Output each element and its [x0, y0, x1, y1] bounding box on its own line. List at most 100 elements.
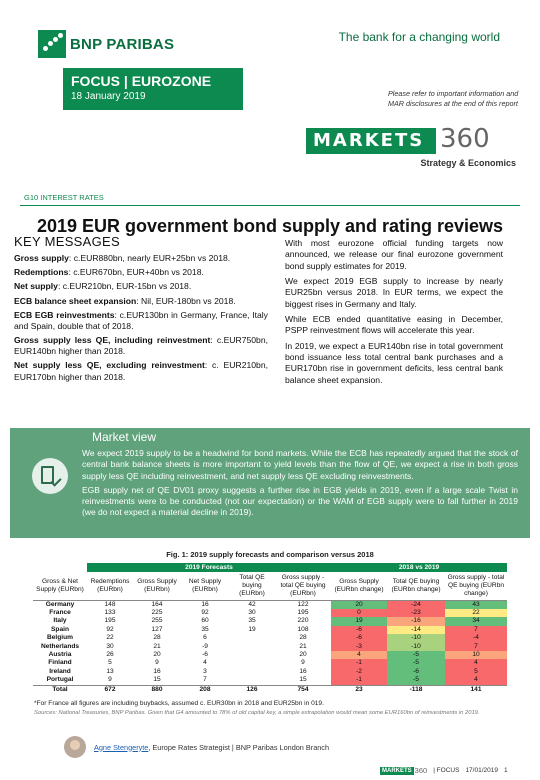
- table-cell: 133: [104, 608, 116, 616]
- table-cell: -9: [202, 642, 208, 650]
- market-view-paragraph: We expect 2019 supply to be a headwind f…: [82, 448, 518, 481]
- table-cell: [229, 668, 275, 676]
- table-cell: -6: [331, 625, 387, 635]
- table-cell: -2: [331, 667, 387, 677]
- table-row: Portugal 9 15 7 15 -1 -5 4: [33, 676, 507, 686]
- table-row: France 133 225 92 30 195 0 -23 22: [33, 608, 507, 618]
- country-cell: Austria: [48, 650, 72, 658]
- market-view-box: Market view We expect 2019 supply to be …: [10, 428, 530, 538]
- table-cell: 164: [151, 600, 163, 608]
- table-cell: -3: [331, 642, 387, 651]
- markets360-logo: MARKETS 360 Strategy & Economics: [306, 124, 522, 172]
- table-cell: 672: [87, 684, 133, 694]
- table-cell: 5: [445, 667, 507, 677]
- column-header: Total QE buying (EURbn): [229, 572, 275, 601]
- table-cell: 20: [331, 600, 387, 609]
- page-header: BNP PARIBAS The bank for a changing worl…: [0, 0, 540, 60]
- table-row: Belgium 22 28 6 28 -6 -10 -4: [33, 634, 507, 643]
- country-cell: Total: [33, 684, 87, 694]
- table-cell: 10: [445, 650, 507, 660]
- table-cell: 35: [248, 617, 256, 625]
- page-title: 2019 EUR government bond supply and rati…: [36, 216, 504, 236]
- footer-section: | FOCUS: [433, 767, 460, 774]
- table-cell: 22: [445, 608, 507, 618]
- avatar: [64, 736, 86, 758]
- table-cell: 7: [445, 625, 507, 635]
- table-cell: 23: [331, 684, 387, 694]
- table-cell: 754: [275, 684, 331, 694]
- table-cell: 19: [248, 625, 256, 633]
- markets-number: 360: [440, 124, 490, 154]
- table-cell: -16: [387, 617, 445, 626]
- table-sources: Sources: National Treasuries, BNP Pariba…: [34, 710, 480, 716]
- group-header-forecasts: 2019 Forecasts: [87, 563, 331, 572]
- brand-tagline: The bank for a changing world: [338, 30, 500, 44]
- footer-logo-number: 360: [414, 766, 428, 775]
- table-cell: -5: [387, 650, 445, 660]
- table-cell: [229, 651, 275, 659]
- focus-banner: FOCUS | EUROZONE 18 January 2019: [63, 68, 243, 110]
- table-cell: 255: [151, 617, 163, 625]
- bnp-paribas-logo: BNP PARIBAS: [38, 30, 174, 58]
- markets-subtitle: Strategy & Economics: [420, 158, 516, 168]
- table-cell: 122: [297, 600, 309, 608]
- table-cell: 21: [299, 642, 307, 650]
- table-row: Germany 148 164 16 42 122 20 -24 43: [33, 600, 507, 609]
- analyst-name-link[interactable]: Agne Stengeryte: [94, 742, 149, 752]
- market-view-paragraph: EGB supply net of QE DV01 proxy suggests…: [82, 484, 518, 518]
- table-cell: 92: [201, 608, 209, 616]
- table-row: Finland 5 9 4 9 -1 -5 4: [33, 659, 507, 668]
- table-cell: 6: [203, 634, 207, 642]
- country-cell: Portugal: [46, 676, 74, 684]
- table-cell: 30: [248, 608, 256, 616]
- table-cell: 34: [445, 617, 507, 626]
- section-divider: [20, 205, 520, 206]
- table-cell: 5: [108, 659, 112, 667]
- table-cell: 148: [104, 600, 116, 608]
- table-cell: -4: [445, 634, 507, 643]
- market-view-text: We expect 2019 supply to be a headwind f…: [82, 448, 518, 522]
- table-cell: 19: [331, 617, 387, 626]
- key-message-item: ECB balance sheet expansion: Nil, EUR-18…: [14, 295, 236, 306]
- table-cell: 195: [104, 617, 116, 625]
- footer-date: 17/01/2019: [465, 767, 498, 774]
- table-row: Spain 92 127 35 19 108 -6 -14 7: [33, 625, 507, 635]
- table-cell: 4: [203, 659, 207, 667]
- checklist-icon: [32, 458, 68, 494]
- table-cell: 9: [155, 659, 159, 667]
- brand-name: BNP PARIBAS: [70, 35, 175, 53]
- section-label: G10 INTEREST RATES: [24, 193, 104, 202]
- summary-paragraph: We expect 2019 EGB supply to increase by…: [285, 276, 503, 309]
- table-cell: 16: [153, 667, 161, 675]
- report-date: 18 January 2019: [71, 91, 146, 102]
- table-cell: 13: [106, 667, 114, 675]
- table-corner: [33, 563, 87, 572]
- table-cell: 15: [299, 676, 307, 684]
- summary-column: With most eurozone official funding targ…: [285, 238, 503, 390]
- table-cell: 195: [297, 608, 309, 616]
- page-footer: MARKETS 360 | FOCUS 17/01/2019 1: [380, 766, 508, 775]
- table-row: Ireland 13 16 3 16 -2 -6 5: [33, 667, 507, 677]
- stars-logo-icon: [38, 30, 66, 58]
- country-cell: Netherlands: [40, 642, 80, 650]
- table-cell: 30: [106, 642, 114, 650]
- table-cell: -14: [387, 625, 445, 635]
- table-cell: -5: [387, 676, 445, 686]
- summary-paragraph: While ECB ended quantitative easing in D…: [285, 314, 503, 336]
- table-cell: [229, 634, 275, 642]
- table-cell: -23: [387, 608, 445, 618]
- markets-word: MARKETS: [306, 128, 436, 154]
- summary-paragraph: With most eurozone official funding targ…: [285, 238, 503, 271]
- table-cell: 127: [151, 625, 163, 633]
- table-cell: 28: [153, 634, 161, 642]
- table-cell: 7: [203, 676, 207, 684]
- key-message-item: Gross supply less QE, including reinvest…: [14, 335, 269, 357]
- country-cell: Germany: [45, 600, 75, 608]
- column-header: Gross Supply (EURbn): [133, 572, 181, 601]
- country-cell: Finland: [48, 659, 72, 667]
- table-cell: -1: [331, 659, 387, 668]
- table-cell: 21: [153, 642, 161, 650]
- table-cell: 108: [297, 625, 309, 633]
- table-cell: 0: [331, 608, 387, 618]
- table-cell: 225: [151, 608, 163, 616]
